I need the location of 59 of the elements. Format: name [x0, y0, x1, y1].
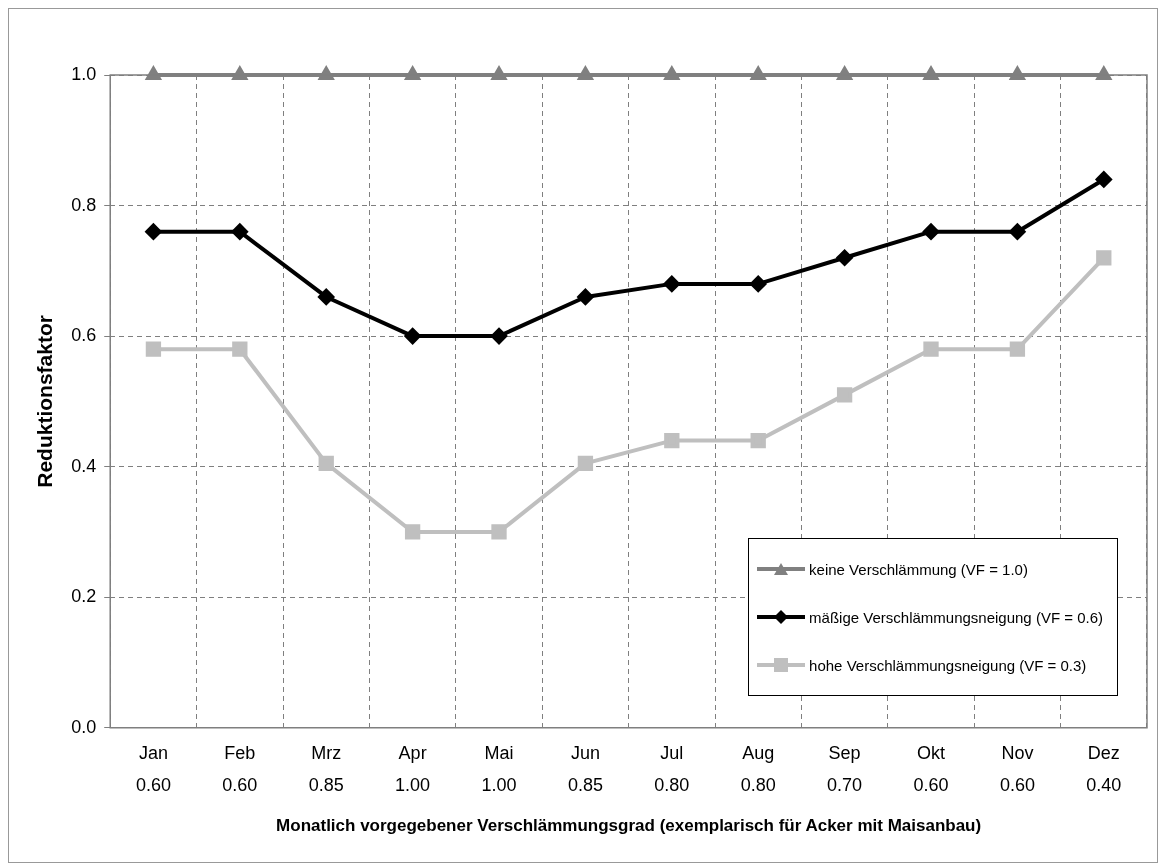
y-axis-title: Reduktionsfaktor	[33, 315, 57, 488]
point	[318, 288, 335, 305]
point	[750, 275, 767, 292]
point	[491, 524, 507, 540]
point	[923, 341, 939, 357]
point	[751, 67, 766, 80]
y-tick-label: 0.6	[71, 325, 97, 346]
point	[231, 223, 248, 240]
legend-label: hohe Verschlämmungsneigung (VF = 0.3)	[809, 656, 1087, 674]
point	[836, 387, 853, 403]
y-tick-label: 0.0	[71, 716, 97, 737]
point	[664, 67, 680, 80]
point	[663, 275, 680, 292]
x-tick-label: Jan 0.60	[135, 742, 171, 796]
x-tick-label: Mrz 0.85	[308, 742, 344, 796]
point	[491, 328, 508, 345]
x-tick-label: Jun 0.85	[567, 742, 603, 796]
point	[577, 288, 594, 305]
y-tick-label: 0.4	[71, 455, 97, 476]
point	[405, 67, 420, 80]
point	[1096, 67, 1111, 80]
point	[1009, 341, 1026, 357]
y-tick-label: 0.8	[71, 194, 97, 215]
point	[1010, 67, 1025, 80]
point	[1096, 250, 1112, 266]
x-tick-label: Mai 1.00	[481, 742, 517, 796]
x-tick-label: Nov 0.60	[999, 742, 1035, 796]
x-tick-label: Dez 0.40	[1086, 742, 1122, 796]
y-tick-label: 1.0	[71, 63, 97, 84]
point	[404, 524, 421, 540]
point	[578, 67, 593, 80]
point	[577, 455, 594, 472]
point	[836, 249, 853, 266]
point	[491, 67, 507, 80]
point	[145, 223, 162, 240]
x-tick-label: Feb 0.60	[222, 742, 258, 796]
point	[232, 67, 248, 80]
point	[750, 432, 766, 449]
x-tick-label: Aug 0.80	[740, 742, 776, 796]
point	[232, 341, 248, 357]
point	[319, 67, 334, 80]
point	[923, 67, 939, 80]
y-tick-label: 0.2	[71, 586, 97, 607]
legend-label: mäßige Verschlämmungsneigung (VF = 0.6)	[809, 608, 1103, 626]
x-tick-label: Okt 0.60	[913, 742, 949, 796]
x-tick-label: Apr 1.00	[395, 742, 431, 796]
legend-label: keine Verschlämmung (VF = 1.0)	[809, 560, 1028, 578]
x-tick-label: Jul 0.80	[654, 742, 690, 796]
point	[318, 455, 334, 472]
point	[837, 67, 852, 80]
point	[1009, 223, 1026, 240]
point	[404, 328, 421, 345]
point	[923, 223, 940, 240]
x-tick-label: Sep 0.70	[827, 742, 863, 796]
point	[145, 341, 162, 357]
point	[1095, 171, 1112, 188]
point	[146, 67, 161, 80]
point	[664, 432, 680, 449]
x-axis-title: Monatlich vorgegebener Verschlämmungsgrad (exemplarisch für Acker mit Maisanbau)	[276, 816, 982, 836]
